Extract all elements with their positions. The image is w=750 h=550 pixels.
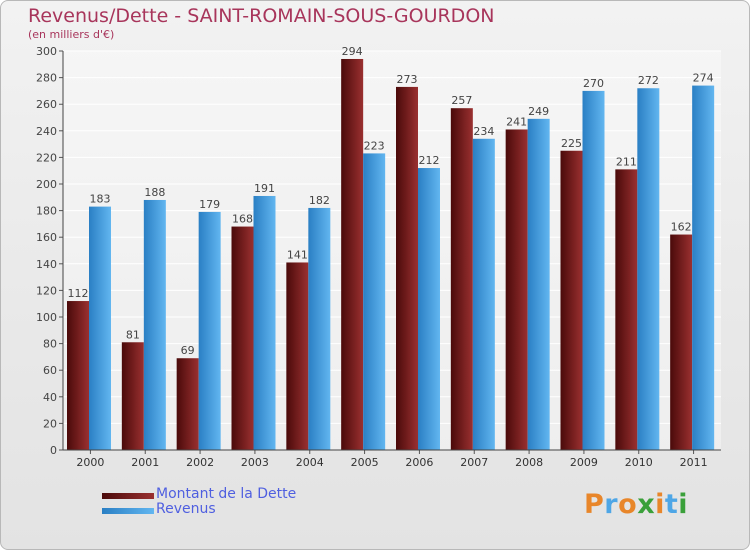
x-tick-label: 2006: [405, 456, 433, 469]
bar-revenus: [198, 211, 221, 450]
bar-dette: [231, 226, 254, 450]
y-tick-label: 180: [36, 205, 57, 218]
x-tick-label: 2002: [186, 456, 214, 469]
bar-revenus: [637, 88, 660, 451]
bar-dette: [670, 234, 693, 450]
y-tick-label: 140: [36, 258, 57, 271]
data-label-dette: 241: [506, 115, 527, 128]
data-label-dette: 112: [68, 287, 89, 300]
data-label-revenus: 188: [144, 186, 165, 199]
data-label-dette: 273: [397, 73, 418, 86]
x-tick-label: 2009: [570, 456, 598, 469]
legend-swatch-dette: [102, 493, 154, 499]
bar-revenus: [89, 206, 111, 450]
y-tick-label: 80: [43, 338, 57, 351]
y-tick-label: 220: [36, 151, 57, 164]
bar-revenus: [143, 199, 166, 450]
bar-revenus: [363, 153, 386, 450]
data-label-revenus: 272: [638, 74, 659, 87]
data-label-dette: 211: [616, 155, 637, 168]
data-label-dette: 225: [561, 137, 582, 150]
data-label-revenus: 183: [90, 193, 111, 206]
bar-revenus: [582, 90, 605, 451]
x-tick-label: 2005: [351, 456, 379, 469]
y-tick-label: 20: [43, 417, 57, 430]
data-label-revenus: 249: [528, 105, 549, 118]
legend-label-dette: Montant de la Dette: [156, 486, 297, 502]
data-label-dette: 162: [671, 221, 692, 234]
y-tick-label: 240: [36, 125, 57, 138]
bar-dette: [341, 58, 364, 450]
y-tick-label: 40: [43, 391, 57, 404]
data-label-revenus: 179: [199, 198, 220, 211]
data-label-revenus: 274: [693, 72, 714, 85]
bar-dette: [121, 342, 144, 450]
x-tick-label: 2003: [241, 456, 269, 469]
bar-revenus: [472, 138, 495, 450]
bar-dette: [450, 108, 473, 450]
data-label-dette: 81: [126, 328, 140, 341]
data-label-revenus: 270: [583, 77, 604, 90]
y-tick-label: 0: [50, 444, 57, 457]
plot-area: [63, 51, 721, 450]
legend-label-revenus: Revenus: [156, 501, 216, 517]
x-tick-label: 2001: [131, 456, 159, 469]
x-tick-label: 2010: [625, 456, 653, 469]
y-tick-label: 120: [36, 284, 57, 297]
bar-dette: [176, 358, 199, 450]
bar-revenus: [527, 118, 550, 450]
bar-dette: [560, 150, 583, 450]
y-tick-label: 300: [36, 45, 57, 58]
data-label-revenus: 234: [473, 125, 494, 138]
data-label-revenus: 212: [419, 154, 440, 167]
bar-dette: [615, 169, 638, 450]
bar-revenus: [692, 85, 715, 450]
data-label-dette: 257: [451, 94, 472, 107]
data-label-revenus: 182: [309, 194, 330, 207]
data-label-revenus: 223: [364, 139, 385, 152]
x-tick-label: 2000: [76, 456, 104, 469]
chart-subtitle: (en milliers d'€): [28, 28, 115, 41]
y-tick-label: 200: [36, 178, 57, 191]
bar-revenus: [308, 207, 331, 450]
y-tick-label: 280: [36, 72, 57, 85]
bar-dette: [286, 262, 309, 450]
proxiti-logo: Proxiti: [584, 489, 689, 520]
data-label-dette: 294: [342, 45, 363, 58]
bar-revenus: [418, 168, 440, 451]
legend-swatch-revenus: [102, 508, 154, 514]
bar-revenus: [253, 195, 276, 450]
y-tick-label: 60: [43, 364, 57, 377]
x-tick-label: 2008: [515, 456, 543, 469]
data-label-dette: 141: [287, 248, 308, 261]
y-tick-label: 160: [36, 231, 57, 244]
x-tick-label: 2004: [296, 456, 324, 469]
x-tick-label: 2011: [680, 456, 708, 469]
bar-dette: [396, 86, 418, 450]
bar-dette: [67, 301, 89, 450]
chart-title: Revenus/Dette - SAINT-ROMAIN-SOUS-GOURDO…: [28, 5, 495, 27]
data-label-revenus: 191: [254, 182, 275, 195]
data-label-dette: 168: [232, 213, 253, 226]
bar-dette: [505, 129, 528, 450]
data-label-dette: 69: [181, 344, 195, 357]
y-tick-label: 260: [36, 98, 57, 111]
x-tick-label: 2007: [460, 456, 488, 469]
y-tick-label: 100: [36, 311, 57, 324]
